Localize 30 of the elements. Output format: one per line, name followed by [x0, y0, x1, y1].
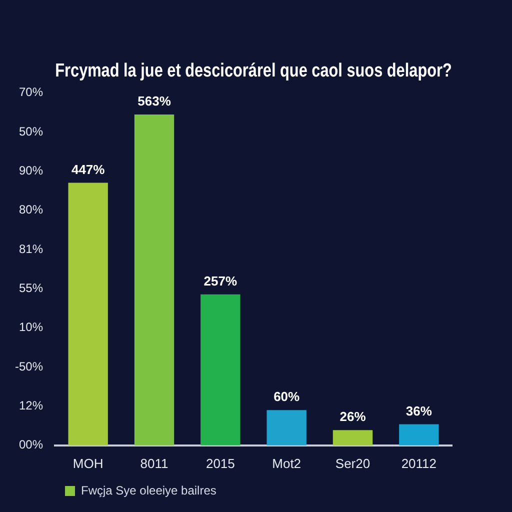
bar — [266, 410, 306, 446]
bar — [399, 424, 439, 446]
bar — [68, 182, 108, 446]
text: 50% — [18, 124, 44, 138]
text: -50% — [14, 359, 44, 374]
bar — [134, 114, 174, 446]
text: 70% — [18, 85, 44, 100]
legend-label: Fwçja Sye oleeiye bailres — [81, 483, 216, 498]
data-label: 26% — [340, 409, 366, 424]
data-label: 563% — [138, 94, 172, 109]
text: 55% — [18, 281, 44, 295]
x-tick-label: Ser20 — [335, 456, 370, 471]
text: 10% — [18, 320, 44, 334]
x-tick-label: 20112 — [401, 456, 437, 471]
x-tick-label: MOH — [72, 456, 104, 471]
chart-title: Frcymad la jue et descicorárel que caol suos delapor? — [55, 59, 452, 82]
data-label: 60% — [274, 389, 300, 404]
data-label: 36% — [406, 403, 432, 418]
data-label: 257% — [204, 273, 238, 288]
data-label: 447% — [71, 162, 106, 177]
x-tick-label: Mot2 — [272, 456, 302, 471]
x-tick-label: 2015 — [206, 456, 235, 471]
text: 00% — [18, 438, 44, 452]
text: 12% — [18, 398, 44, 413]
text: 80% — [18, 202, 44, 217]
x-tick-label: 8011 — [140, 456, 168, 471]
bar — [332, 430, 373, 446]
text: 81% — [18, 242, 44, 256]
bar — [200, 294, 240, 446]
text: 90% — [18, 163, 44, 178]
